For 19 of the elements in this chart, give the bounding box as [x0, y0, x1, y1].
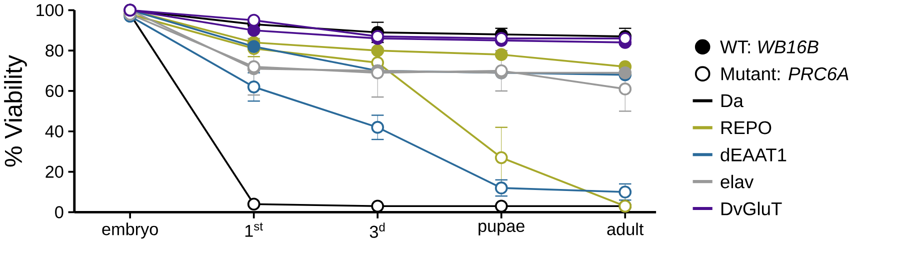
- y-tick-label: 100: [36, 4, 64, 16]
- y-tick-label: 40: [45, 125, 64, 138]
- x-tick-label: 3$^{d}$: [370, 222, 385, 238]
- legend-label: REPO: [721, 121, 772, 134]
- legend-label: elav: [720, 174, 754, 188]
- y-tick-label: 20: [46, 166, 64, 178]
- x-tick-label: 1$^{st}$: [245, 222, 263, 237]
- y-tick-label: 0: [55, 206, 64, 218]
- y-tick-label: 60: [46, 84, 64, 98]
- y-tick-label: 80: [46, 44, 64, 57]
- x-tick-label: adult: [607, 222, 644, 236]
- text: WT: WB16B: [720, 40, 818, 54]
- legend-label: dEAAT1: [720, 148, 786, 162]
- x-tick-label: embryo: [102, 222, 158, 239]
- legend-label: DvGluT: [721, 202, 782, 216]
- x-tick-label: pupae: [478, 222, 524, 236]
- text: Mutant: PRC6A: [721, 67, 848, 80]
- y-axis-title: % Viability: [4, 54, 27, 167]
- legend-label: Da: [721, 94, 744, 108]
